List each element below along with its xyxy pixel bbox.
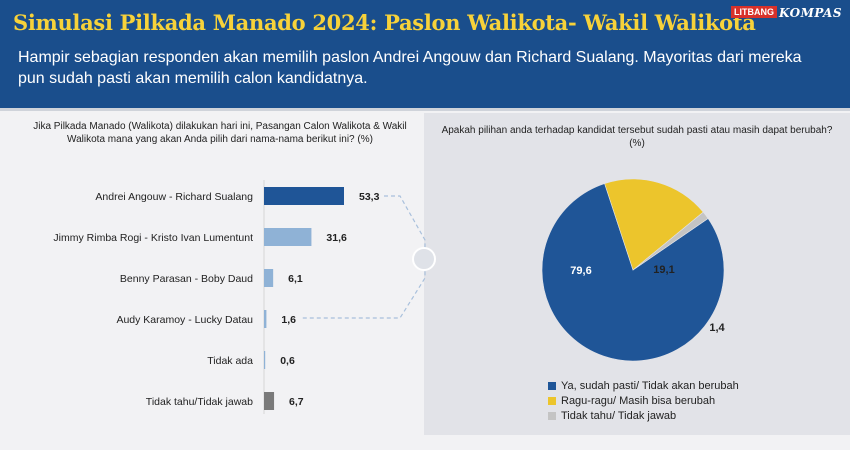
bar-5: [264, 392, 275, 410]
bar-chart-question: Jika Pilkada Manado (Walikota) dilakukan…: [33, 121, 407, 145]
bar-value-label: 0,6: [280, 355, 295, 367]
bar-2: [264, 269, 274, 287]
bar-category-label: Tidak tahu/Tidak jawab: [146, 396, 253, 408]
brand-kompas: KOMPAS: [779, 6, 842, 20]
pie-value-label: 1,4: [709, 322, 725, 334]
pie-value-label: 79,6: [570, 265, 591, 277]
pie-chart-question: Apakah pilihan anda terhadap kandidat te…: [441, 125, 833, 149]
bar-category-label: Audy Karamoy - Lucky Datau: [116, 314, 253, 326]
pie-value-label: 19,1: [653, 264, 674, 276]
legend-swatch: [548, 411, 556, 420]
bar-value-label: 31,6: [326, 232, 347, 244]
legend-item: Tidak tahu/ Tidak jawab: [548, 408, 739, 423]
brand-litbang: LITBANG: [731, 6, 778, 18]
legend-item: Ya, sudah pasti/ Tidak akan berubah: [548, 378, 739, 393]
legend-label: Ya, sudah pasti/ Tidak akan berubah: [561, 379, 739, 392]
connector-line: [300, 195, 426, 319]
header-divider: [0, 108, 850, 111]
bar-4: [264, 351, 266, 369]
header-banner: Simulasi Pilkada Manado 2024: Paslon Wal…: [0, 0, 850, 108]
bar-category-label: Jimmy Rimba Rogi - Kristo Ivan Lumentunt: [53, 232, 253, 244]
bar-value-label: 1,6: [281, 314, 296, 326]
bar-0: [264, 187, 344, 205]
bar-category-label: Benny Parasan - Boby Daud: [120, 273, 253, 285]
bar-value-label: 53,3: [359, 191, 380, 203]
connector-node: [412, 247, 436, 271]
bar-3: [264, 310, 267, 328]
page-title: Simulasi Pilkada Manado 2024: Paslon Wal…: [13, 10, 756, 35]
legend-label: Tidak tahu/ Tidak jawab: [561, 409, 677, 422]
page-subtitle: Hampir sebagian responden akan memilih p…: [18, 49, 802, 87]
pie-slice-1: [604, 178, 704, 271]
pie-slice-0: [541, 183, 725, 362]
legend-item: Ragu-ragu/ Masih bisa berubah: [548, 393, 739, 408]
bar-category-label: Andrei Angouw - Richard Sualang: [95, 191, 253, 203]
pie-legend: Ya, sudah pasti/ Tidak akan berubah Ragu-…: [548, 378, 739, 423]
legend-swatch: [548, 396, 556, 405]
bar-value-label: 6,1: [288, 273, 303, 285]
bar-value-label: 6,7: [289, 396, 304, 408]
brand-logo: LITBANG KOMPAS: [731, 6, 842, 20]
bar-category-label: Tidak ada: [207, 355, 253, 367]
pie-slice-2: [632, 211, 709, 271]
legend-label: Ragu-ragu/ Masih bisa berubah: [561, 394, 716, 407]
bar-1: [264, 228, 312, 246]
legend-swatch: [548, 381, 556, 390]
